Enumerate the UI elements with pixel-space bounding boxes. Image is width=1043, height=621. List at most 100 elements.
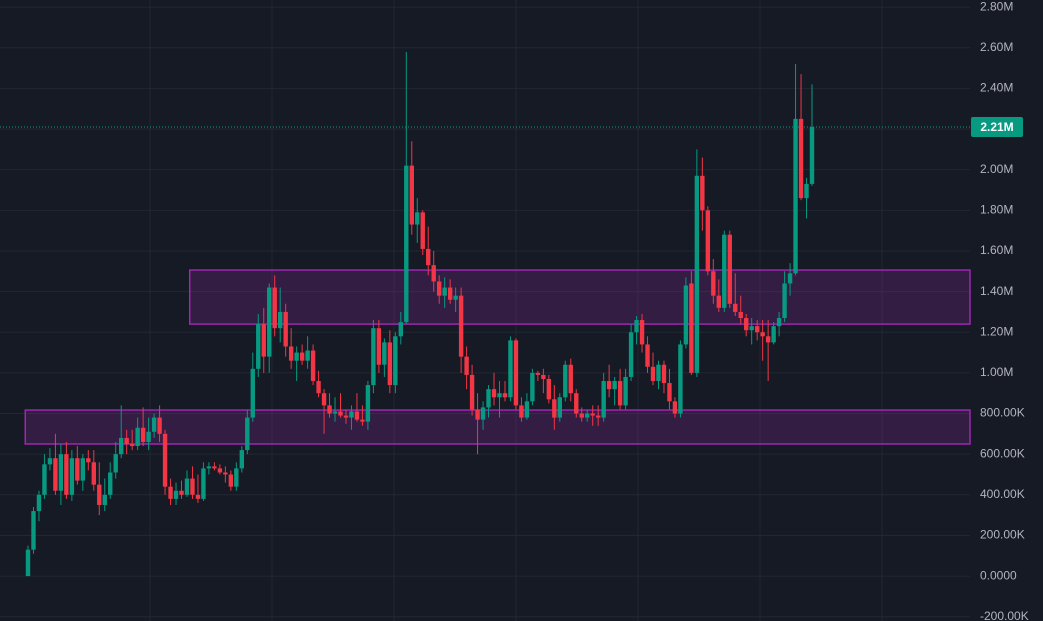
candle-body (36, 494, 42, 512)
candle-body (765, 336, 771, 343)
candle-body (267, 287, 272, 357)
candle-body (283, 311, 288, 347)
candle-body (447, 287, 453, 300)
zone (188, 269, 971, 325)
y-tick-label: 800.00K (980, 406, 1025, 420)
candle-body (25, 549, 31, 577)
candle-body (239, 450, 245, 469)
candle-body (272, 287, 277, 329)
candle-body (458, 295, 464, 357)
y-tick-label: 1.40M (980, 284, 1013, 298)
candle-body (398, 322, 404, 337)
candle-body (393, 336, 398, 386)
candle-body (179, 490, 184, 495)
candle-body (519, 405, 524, 418)
zone (24, 409, 971, 445)
candle-body (146, 431, 151, 442)
y-tick-label: 0.0000 (980, 568, 1017, 582)
candle-body (404, 165, 409, 323)
candle-body (371, 328, 376, 386)
candle-body (97, 484, 102, 505)
candle-body (151, 417, 157, 432)
candle-body (541, 374, 546, 379)
candle-body (650, 366, 656, 382)
candle-body (612, 381, 617, 390)
candle-body (623, 376, 628, 406)
candle-body (349, 411, 354, 418)
candle-body (261, 324, 266, 357)
candle-body (809, 127, 815, 184)
candle-body (464, 356, 469, 375)
candle-body (365, 385, 371, 422)
candle-body (722, 234, 727, 308)
candle-body (64, 454, 69, 495)
candle-body (75, 458, 80, 481)
candle-body (343, 415, 349, 418)
candle-body (744, 318, 749, 331)
candle-body (431, 265, 436, 282)
candle-body (58, 454, 64, 491)
candle-body (508, 340, 513, 398)
candle-body (546, 378, 552, 400)
candle-body (480, 407, 486, 420)
candle-body (491, 389, 497, 398)
candle-body (206, 466, 212, 469)
candle-body (738, 311, 743, 319)
candle-body (535, 372, 541, 375)
candle-body (277, 311, 283, 329)
y-tick-label: -200.00K (980, 609, 1029, 621)
candle-body (606, 381, 612, 390)
candle-body (634, 320, 639, 333)
candle-body (667, 383, 672, 402)
candle-body (113, 454, 118, 473)
y-tick-label: 600.00K (980, 446, 1025, 460)
candle-body (256, 324, 261, 369)
candle-body (327, 405, 332, 414)
candle-body (140, 427, 146, 442)
candle-body (727, 234, 732, 304)
candle-body (250, 368, 255, 418)
candle-body (568, 364, 573, 394)
candle-body (475, 409, 480, 420)
candle-body (530, 372, 535, 402)
candle-body (31, 511, 36, 550)
candle-body (469, 374, 475, 410)
candle-body (86, 458, 91, 463)
candle-body (223, 472, 228, 475)
candle-body (689, 283, 694, 373)
candle-body (316, 381, 321, 394)
candle-body (299, 352, 305, 361)
candle-body (574, 393, 579, 414)
y-tick-label: 200.00K (980, 528, 1025, 542)
candle-body (453, 295, 458, 300)
last-price-box (971, 117, 1023, 138)
candle-body (201, 468, 206, 499)
candle-body (601, 381, 606, 418)
candle-body (672, 401, 678, 414)
candle-body (228, 474, 234, 487)
y-tick-label: 1.00M (980, 365, 1013, 379)
candle-body (162, 433, 168, 487)
candle-body (53, 458, 58, 491)
candle-body (69, 458, 75, 495)
candle-body (305, 350, 310, 361)
y-tick-label: 2.00M (980, 162, 1013, 176)
candle-body (645, 344, 650, 367)
candle-body (711, 271, 716, 296)
y-tick-label: 1.20M (980, 324, 1013, 338)
candle-body (119, 437, 124, 455)
candle-body (552, 399, 557, 418)
candle-body (782, 283, 787, 319)
candle-body (497, 393, 502, 398)
y-tick-label: 2.80M (980, 0, 1013, 13)
candle-body (590, 413, 595, 416)
y-tick-label: 1.60M (980, 243, 1013, 257)
candle-body (157, 417, 162, 434)
candle-body (793, 118, 798, 274)
candle-body (557, 397, 563, 418)
candle-body (628, 332, 634, 377)
candle-body (332, 411, 338, 414)
candle-body (787, 273, 793, 284)
